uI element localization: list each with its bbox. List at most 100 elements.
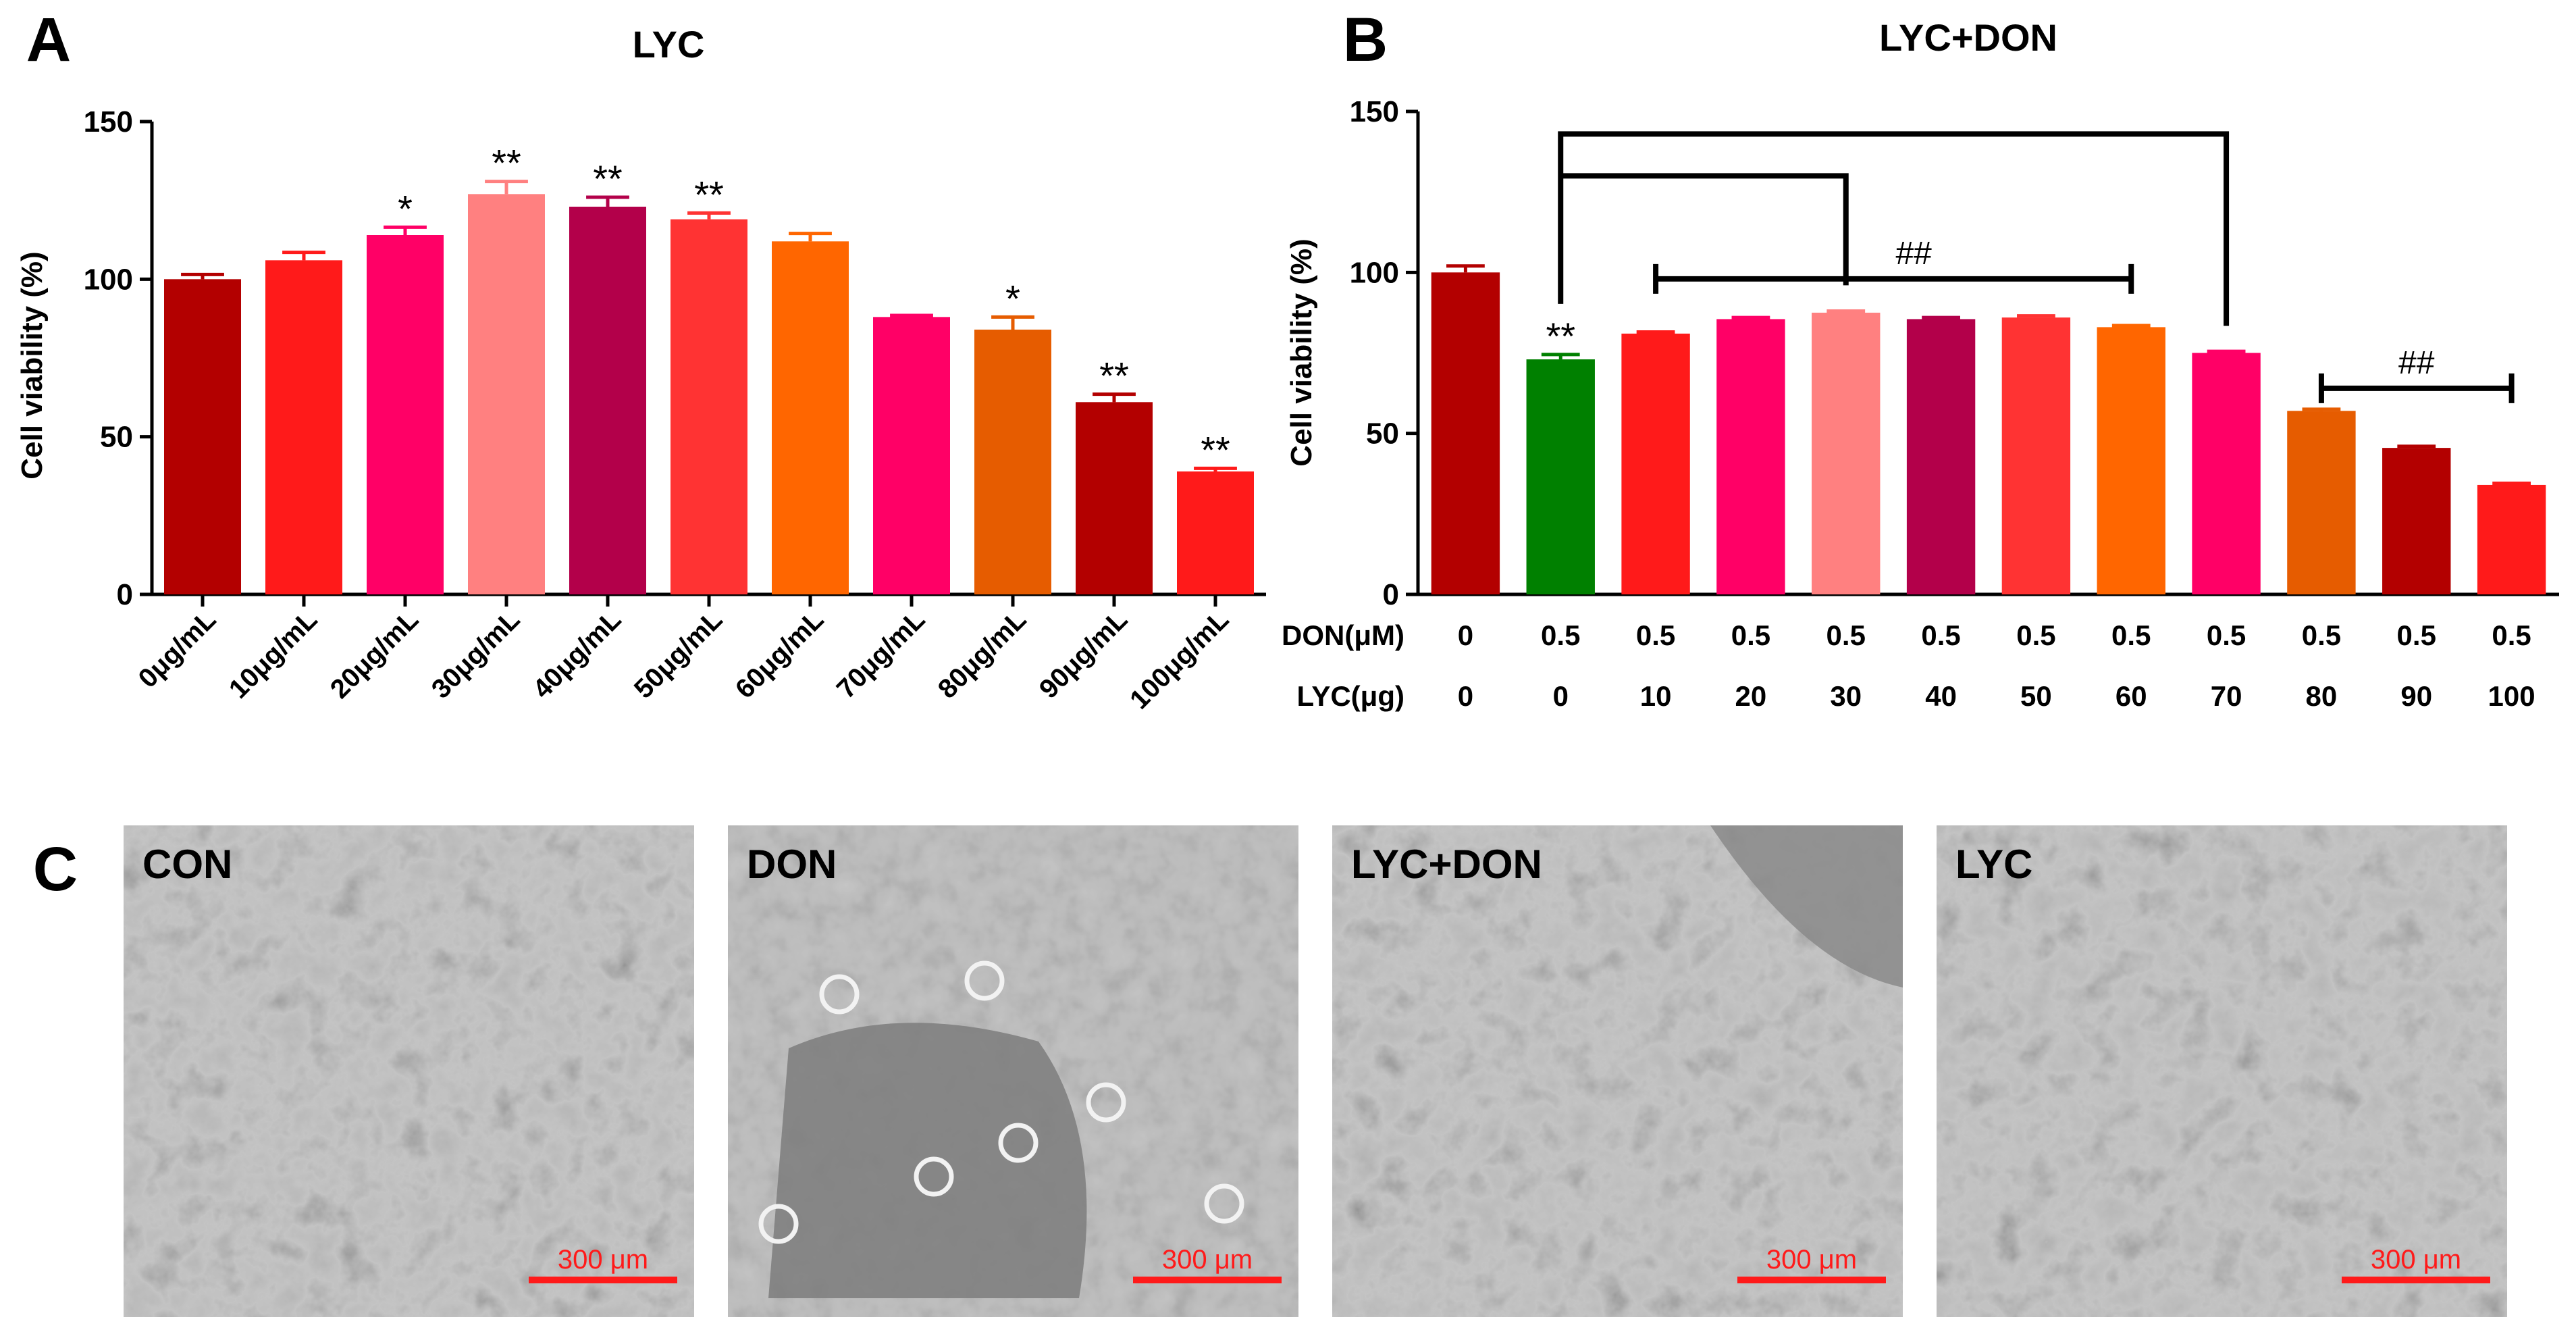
x-tick-label: 80μg/mL xyxy=(932,605,1032,704)
don-value: 0.5 xyxy=(2492,619,2531,651)
bar xyxy=(2287,411,2356,594)
micrograph-image xyxy=(124,825,694,1317)
micrograph-label: LYC+DON xyxy=(1351,842,1542,887)
micrograph-don: DON 300 μm xyxy=(728,825,1298,1317)
scale-bar-label: 300 μm xyxy=(558,1245,648,1275)
rounded-cell xyxy=(1086,1082,1126,1123)
bar xyxy=(1526,359,1595,594)
don-value: 0.5 xyxy=(1636,619,1675,651)
bar xyxy=(367,235,444,594)
don-value: 0.5 xyxy=(2302,619,2341,651)
bar xyxy=(1076,402,1153,594)
panel-a-title: LYC xyxy=(633,23,705,66)
x-tick-label: 20μg/mL xyxy=(325,605,424,704)
rounded-cell xyxy=(914,1156,954,1197)
bar xyxy=(1906,319,1976,594)
bar xyxy=(1177,471,1254,594)
don-value: 0.5 xyxy=(2397,619,2436,651)
scale-bar-label: 300 μm xyxy=(1162,1245,1253,1275)
don-value: 0.5 xyxy=(1541,619,1580,651)
bar xyxy=(671,219,747,595)
lyc-value: 0 xyxy=(1458,680,1473,712)
y-tick-label: 150 xyxy=(1350,95,1399,128)
don-value: 0 xyxy=(1458,619,1473,651)
bar xyxy=(1716,319,1785,594)
micrograph-image xyxy=(1937,825,2507,1317)
bar xyxy=(974,330,1051,594)
micrograph-con: CON 300 μm xyxy=(124,825,694,1317)
lyc-value: 60 xyxy=(2115,680,2147,712)
y-tick-label: 100 xyxy=(1350,256,1399,289)
x-tick-label: 60μg/mL xyxy=(730,605,829,704)
don-value: 0.5 xyxy=(2207,619,2246,651)
lyc-value: 50 xyxy=(2020,680,2052,712)
rounded-cell xyxy=(758,1204,799,1244)
panel-label-b: B xyxy=(1343,5,1388,74)
micrograph-lyc-don: LYC+DON 300 μm xyxy=(1332,825,1903,1317)
rounded-cell xyxy=(1204,1183,1244,1224)
lyc-value: 30 xyxy=(1830,680,1862,712)
panel-label-a: A xyxy=(26,5,71,74)
significance-marker: ** xyxy=(1099,355,1129,397)
micrograph-label: CON xyxy=(142,842,232,887)
panel-label-c: C xyxy=(33,835,78,904)
bar xyxy=(1812,312,1881,594)
bar xyxy=(569,207,646,594)
bar xyxy=(772,241,849,594)
rounded-cell xyxy=(819,974,860,1015)
y-tick-label: 50 xyxy=(100,421,133,454)
panel-b-title: LYC+DON xyxy=(1879,16,2057,59)
comparison-brackets: ## ## xyxy=(1558,131,2515,403)
bracket-inner xyxy=(1560,173,1849,286)
panel-a-y-axis-label: Cell viability (%) xyxy=(16,251,49,479)
bar xyxy=(1621,333,1690,594)
bar xyxy=(2001,317,2071,594)
panel-b-y-axis-label: Cell viability (%) xyxy=(1285,238,1318,466)
x-tick-label: 30μg/mL xyxy=(426,605,525,704)
scale-bar-label: 300 μm xyxy=(2371,1245,2461,1275)
don-value: 0.5 xyxy=(1731,619,1770,651)
bracket-outer xyxy=(1558,131,2230,326)
panel-b-chart: LYC+DON Cell viability (%) #### 05010015… xyxy=(1282,16,2559,712)
bar xyxy=(164,279,241,594)
don-value: 0.5 xyxy=(2111,619,2151,651)
x-tick-label: 50μg/mL xyxy=(629,605,728,704)
significance-marker: * xyxy=(398,187,413,230)
y-tick-label: 50 xyxy=(1366,417,1399,451)
bar xyxy=(873,317,950,594)
significance-marker: ** xyxy=(1201,428,1230,471)
lyc-value: 40 xyxy=(1925,680,1957,712)
x-tick-label: 40μg/mL xyxy=(527,605,627,704)
y-tick-label: 0 xyxy=(1383,578,1399,611)
bar xyxy=(2382,448,2451,594)
lyc-value: 70 xyxy=(2211,680,2242,712)
bracket-label-1: ## xyxy=(1895,236,1932,272)
lyc-value: 20 xyxy=(1735,680,1767,712)
cell-free-area xyxy=(1710,825,1903,987)
x-tick-label: 100μg/mL xyxy=(1124,605,1234,715)
don-value: 0.5 xyxy=(2016,619,2055,651)
y-tick-label: 0 xyxy=(117,578,133,611)
significance-marker: ** xyxy=(593,157,623,200)
x-tick-label: 90μg/mL xyxy=(1034,605,1133,704)
lyc-value: 10 xyxy=(1640,680,1672,712)
bar xyxy=(265,260,342,594)
micrograph-row: CON 300 μm DON 300 μm LYC+DON 300 μm LYC 300 μm xyxy=(124,825,2507,1317)
significance-marker: ** xyxy=(694,173,724,215)
micrograph-lyc: LYC 300 μm xyxy=(1937,825,2507,1317)
scale-bar-label: 300 μm xyxy=(1766,1245,1857,1275)
micrograph-label: LYC xyxy=(1955,842,2033,887)
don-value: 0.5 xyxy=(1826,619,1866,651)
bar xyxy=(468,194,545,594)
lyc-value: 100 xyxy=(2488,680,2535,712)
x-tick-label: 70μg/mL xyxy=(831,605,930,704)
micrograph-label: DON xyxy=(747,842,837,887)
don-row-label: DON(μM) xyxy=(1282,619,1404,651)
x-tick-label: 10μg/mL xyxy=(224,605,323,704)
rounded-cell xyxy=(998,1123,1039,1163)
significance-marker: * xyxy=(1005,277,1020,319)
bar xyxy=(1431,272,1500,594)
lyc-value: 90 xyxy=(2400,680,2432,712)
